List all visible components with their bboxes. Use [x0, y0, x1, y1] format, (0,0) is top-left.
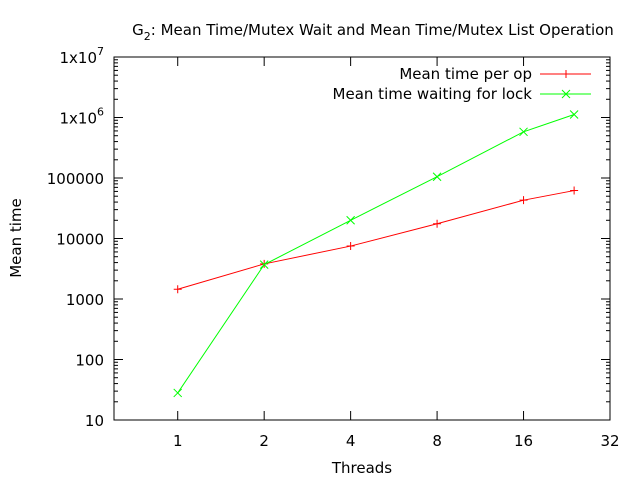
x-tick-label: 16 — [514, 432, 533, 450]
x-axis-label: Threads — [331, 459, 392, 477]
y-tick-label-base: 100000 — [47, 170, 104, 188]
series-line — [177, 190, 575, 290]
x-tick-label: 2 — [259, 432, 269, 450]
data-point-marker — [173, 285, 182, 294]
y-tick-label-base: 1x10 — [59, 110, 97, 128]
x-tick-label: 1 — [173, 432, 183, 450]
legend-label: Mean time waiting for lock — [333, 85, 533, 103]
y-tick-label-base: 100 — [75, 352, 104, 370]
y-tick-label-base: 1000 — [66, 291, 104, 309]
x-tick-label: 32 — [600, 432, 619, 450]
data-point-marker — [562, 70, 570, 78]
data-point-marker — [173, 388, 183, 398]
series-2 — [173, 110, 579, 398]
series-layer — [173, 110, 579, 398]
title-subscript: 2 — [144, 30, 151, 43]
series-1 — [173, 186, 579, 294]
legend: Mean time per op Mean time waiting for lo… — [333, 65, 591, 103]
y-tick-label-exponent: 6 — [97, 106, 104, 119]
data-point-marker — [346, 215, 355, 225]
y-axis-label: Mean time — [7, 198, 25, 278]
data-point-marker — [346, 242, 355, 251]
data-point-marker — [519, 127, 528, 137]
data-point-marker — [569, 110, 579, 119]
y-tick-label-exponent: 7 — [97, 45, 104, 58]
y-tick-label-base: 10 — [85, 412, 104, 430]
x-tick-label: 8 — [432, 432, 442, 450]
data-point-marker — [519, 196, 528, 205]
series-line — [177, 114, 575, 394]
y-tick-label: 1x106 — [59, 106, 104, 128]
y-tick-label: 100000 — [47, 170, 104, 188]
y-tick-label: 1x107 — [59, 45, 104, 67]
data-point-marker — [570, 186, 579, 195]
y-tick-label: 100 — [75, 352, 104, 370]
y-tick-label: 1000 — [66, 291, 104, 309]
data-point-marker — [432, 172, 442, 182]
y-tick-label: 10 — [85, 412, 104, 430]
chart-title: G2: Mean Time/Mutex Wait and Mean Time/M… — [132, 21, 614, 43]
y-tick-label-base: 10000 — [56, 231, 104, 249]
title-main: G — [132, 21, 144, 39]
title-rest: : Mean Time/Mutex Wait and Mean Time/Mut… — [151, 21, 614, 39]
data-point-marker — [433, 219, 442, 228]
legend-label: Mean time per op — [399, 65, 532, 83]
y-tick-label: 10000 — [56, 231, 104, 249]
x-axis: 1 2 4 8 16 32 — [173, 57, 620, 450]
data-point-marker — [561, 89, 571, 99]
y-tick-label-base: 1x10 — [59, 49, 97, 67]
plot-area — [113, 56, 611, 421]
x-tick-label: 4 — [346, 432, 356, 450]
data-point-marker — [259, 260, 269, 269]
